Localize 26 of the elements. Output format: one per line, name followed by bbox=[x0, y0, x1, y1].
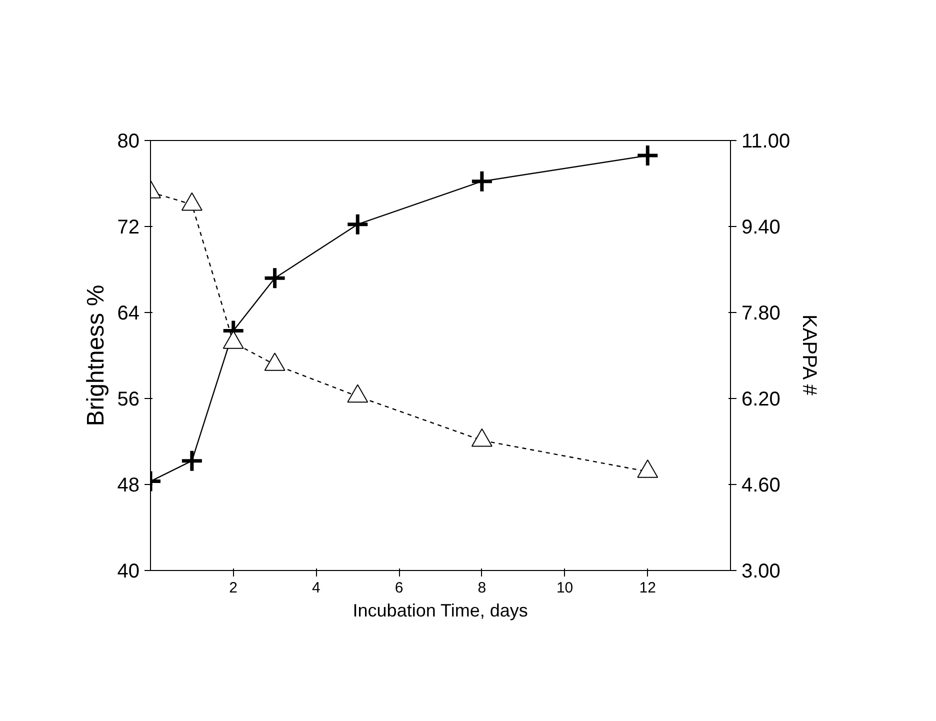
point bbox=[470, 170, 494, 194]
y-tick-label: 80 bbox=[117, 130, 140, 152]
y2-tick-label: 4.60 bbox=[742, 474, 780, 496]
x-tick-label: 12 bbox=[639, 580, 656, 596]
y2-tick-label: 11.00 bbox=[742, 130, 790, 152]
y2-tick-label: 9.40 bbox=[742, 216, 780, 238]
x-tick-label: 2 bbox=[229, 580, 238, 596]
y-tick-label: 48 bbox=[117, 474, 140, 496]
y-tick-label: 56 bbox=[117, 388, 140, 410]
point bbox=[346, 212, 370, 236]
y-tick-label: 40 bbox=[117, 560, 140, 582]
x-tick-label: 8 bbox=[478, 580, 486, 596]
x-axis-title: Incubation Time, days bbox=[352, 600, 528, 620]
x-tick-label: 4 bbox=[312, 580, 320, 596]
y2-axis-title: KAPPA # bbox=[798, 314, 820, 396]
x-tick-label: 6 bbox=[394, 580, 404, 596]
y2-tick-label: 3.00 bbox=[742, 560, 780, 582]
y-axis-title: Brightness % bbox=[82, 284, 110, 426]
point bbox=[263, 266, 287, 290]
y-tick-label: 72 bbox=[117, 216, 140, 238]
y-tick-label: 64 bbox=[117, 302, 140, 324]
point bbox=[180, 449, 204, 473]
point bbox=[636, 144, 660, 168]
y2-tick-label: 7.80 bbox=[742, 302, 780, 324]
y2-tick-label: 6.20 bbox=[742, 388, 780, 410]
x-tick-label: 10 bbox=[556, 580, 574, 596]
